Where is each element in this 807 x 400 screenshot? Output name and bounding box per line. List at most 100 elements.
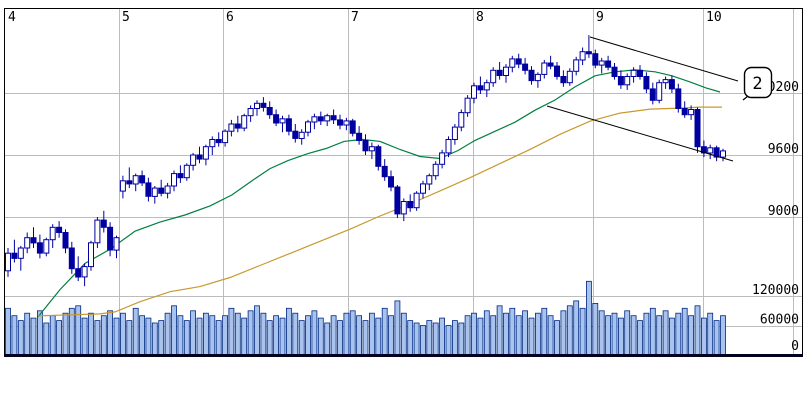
volume-bar — [701, 317, 707, 356]
candle-bearish — [107, 226, 114, 251]
volume-bar — [215, 320, 222, 356]
candle-bearish — [317, 116, 324, 122]
candle-bullish — [432, 163, 439, 177]
volume-bar — [464, 315, 471, 356]
price-tick-label: 9000 — [768, 204, 799, 219]
volume-bar — [56, 320, 62, 356]
volume-bar — [164, 312, 171, 356]
candle-bearish — [496, 69, 503, 77]
candle-bullish — [598, 60, 605, 66]
month-label: 9 — [596, 10, 604, 25]
ma-long-line — [37, 106, 722, 317]
volume-bar — [177, 315, 184, 356]
trendline-channel-upper — [589, 36, 739, 82]
trendline-channel-lower — [546, 105, 734, 162]
annotation-marker: 2 — [742, 66, 773, 101]
candle-bullish — [451, 126, 458, 140]
volume-bar — [669, 317, 675, 356]
candle-bearish — [381, 165, 388, 178]
volume-bar — [554, 320, 560, 356]
volume-bar — [292, 312, 299, 356]
volume-tick-label: 0 — [791, 339, 799, 354]
volume-bar — [675, 312, 682, 356]
candle-bearish — [611, 66, 618, 77]
volume-bar — [547, 315, 554, 356]
candle-bearish — [617, 76, 624, 86]
volume-tick-label: 120000 — [752, 283, 799, 298]
month-label: 5 — [122, 10, 130, 25]
candle-bullish — [305, 121, 311, 133]
candle-bullish — [534, 73, 541, 82]
volume-bar — [120, 312, 126, 356]
candle-bullish — [298, 131, 305, 140]
volume-bar — [75, 305, 82, 356]
candle-bearish — [75, 268, 82, 278]
volume-bar — [285, 307, 292, 356]
candle-bullish — [400, 201, 407, 215]
volume-bar — [400, 312, 407, 356]
ma-short-line — [37, 69, 721, 318]
candle-bullish — [164, 185, 171, 194]
candle-bearish — [260, 102, 267, 108]
volume-bar — [337, 320, 343, 356]
volume-bar — [624, 310, 631, 356]
candle-bearish — [177, 173, 184, 179]
candle-bullish — [132, 175, 139, 185]
volume-bar — [451, 320, 458, 356]
candle-bearish — [337, 119, 343, 126]
x-axis-labels: 4 5 6 7 8 9 10 — [8, 10, 722, 25]
candle-bearish — [592, 53, 599, 66]
candle-bearish — [547, 62, 554, 67]
volume-bar — [43, 322, 50, 356]
candle-bullish — [420, 183, 426, 194]
candle-bullish — [241, 115, 248, 129]
volume-bar — [139, 315, 146, 356]
candle-bearish — [675, 88, 682, 110]
candle-bullish — [445, 139, 452, 154]
volume-bar — [515, 315, 522, 356]
candle-bearish — [407, 201, 414, 209]
candle-bullish — [49, 226, 56, 241]
candle-bullish — [503, 66, 509, 76]
candle-bullish — [17, 247, 24, 259]
candle-bearish — [388, 176, 394, 188]
candle-bearish — [681, 108, 688, 116]
candle-bearish — [643, 76, 650, 90]
volume-bar — [573, 300, 580, 356]
volume-bar — [209, 315, 216, 356]
volume-bar — [362, 320, 369, 356]
candle-bullish — [119, 180, 126, 192]
volume-bar — [100, 315, 107, 356]
candle-bullish — [222, 130, 229, 144]
volume-bar — [126, 320, 133, 356]
month-label: 10 — [706, 10, 722, 25]
volume-bar — [81, 317, 88, 356]
candle-bearish — [375, 146, 382, 167]
volume-bar — [694, 305, 701, 356]
chart-frame — [4, 8, 803, 357]
volume-bar — [11, 315, 18, 356]
volume-bar — [247, 310, 254, 356]
volume-bar — [62, 312, 69, 356]
volume-bar — [132, 307, 139, 356]
candle-bullish — [509, 58, 516, 68]
volume-bar — [196, 317, 203, 356]
candle-bullish — [720, 150, 726, 158]
volume-bar — [356, 315, 363, 356]
candle-bearish — [349, 120, 356, 134]
volume-bar — [222, 315, 229, 356]
candle-bullish — [464, 97, 471, 114]
candle-bearish — [100, 219, 107, 228]
candle-bearish — [356, 132, 363, 142]
candle-bullish — [228, 123, 235, 132]
candle-bearish — [362, 140, 369, 152]
volume-bar — [388, 315, 394, 356]
candle-bullish — [413, 192, 420, 209]
volume-bar — [394, 300, 401, 356]
volume-bar — [241, 317, 248, 356]
candle-bearish — [668, 79, 675, 90]
candle-bullish — [624, 76, 631, 86]
candle-bullish — [24, 237, 31, 249]
